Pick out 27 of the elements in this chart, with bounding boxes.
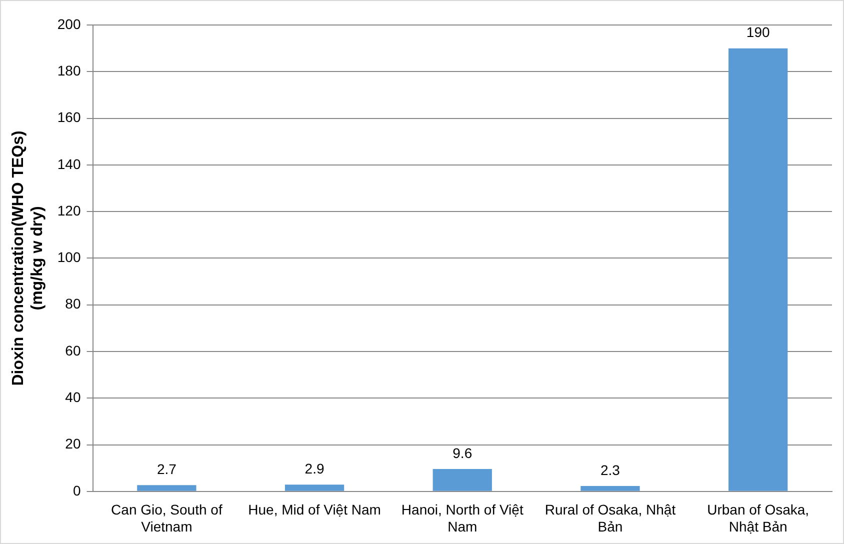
x-tick-label: Urban of Osaka, Nhật Bản (707, 502, 810, 534)
y-tick-label: 140 (57, 156, 81, 172)
bar (137, 485, 196, 491)
bar (728, 48, 788, 491)
data-label: 2.9 (304, 460, 324, 476)
data-label: 190 (746, 24, 770, 40)
data-label: 2.3 (600, 462, 620, 478)
y-tick-label: 0 (72, 482, 81, 498)
bar (284, 484, 344, 491)
y-tick-label: 20 (65, 436, 81, 452)
x-tick-label: Can Gio, South of Vietnam (111, 502, 222, 534)
y-tick-label: 100 (57, 249, 81, 266)
x-tick-label: Rural of Osaka, Nhật Bản (544, 502, 676, 534)
y-tick-label: 80 (65, 296, 81, 312)
data-label: 2.7 (156, 460, 177, 477)
x-tick-label: Hanoi, North of Việt Nam (401, 502, 524, 534)
data-label: 9.6 (452, 444, 472, 461)
y-axis-title: Dioxin concentration(WHO TEQs) (mg/kg w dry) (10, 130, 46, 386)
y-tick-label: 200 (57, 16, 81, 32)
bar (580, 486, 640, 491)
y-tick-label: 160 (57, 109, 81, 126)
bar (432, 469, 492, 491)
y-tick-label: 180 (57, 62, 81, 78)
y-tick-label: 60 (65, 342, 81, 358)
y-tick-label: 40 (65, 388, 81, 405)
x-tick-label: Hue, Mid of Việt Nam (248, 502, 381, 518)
y-tick-label: 120 (57, 202, 81, 218)
